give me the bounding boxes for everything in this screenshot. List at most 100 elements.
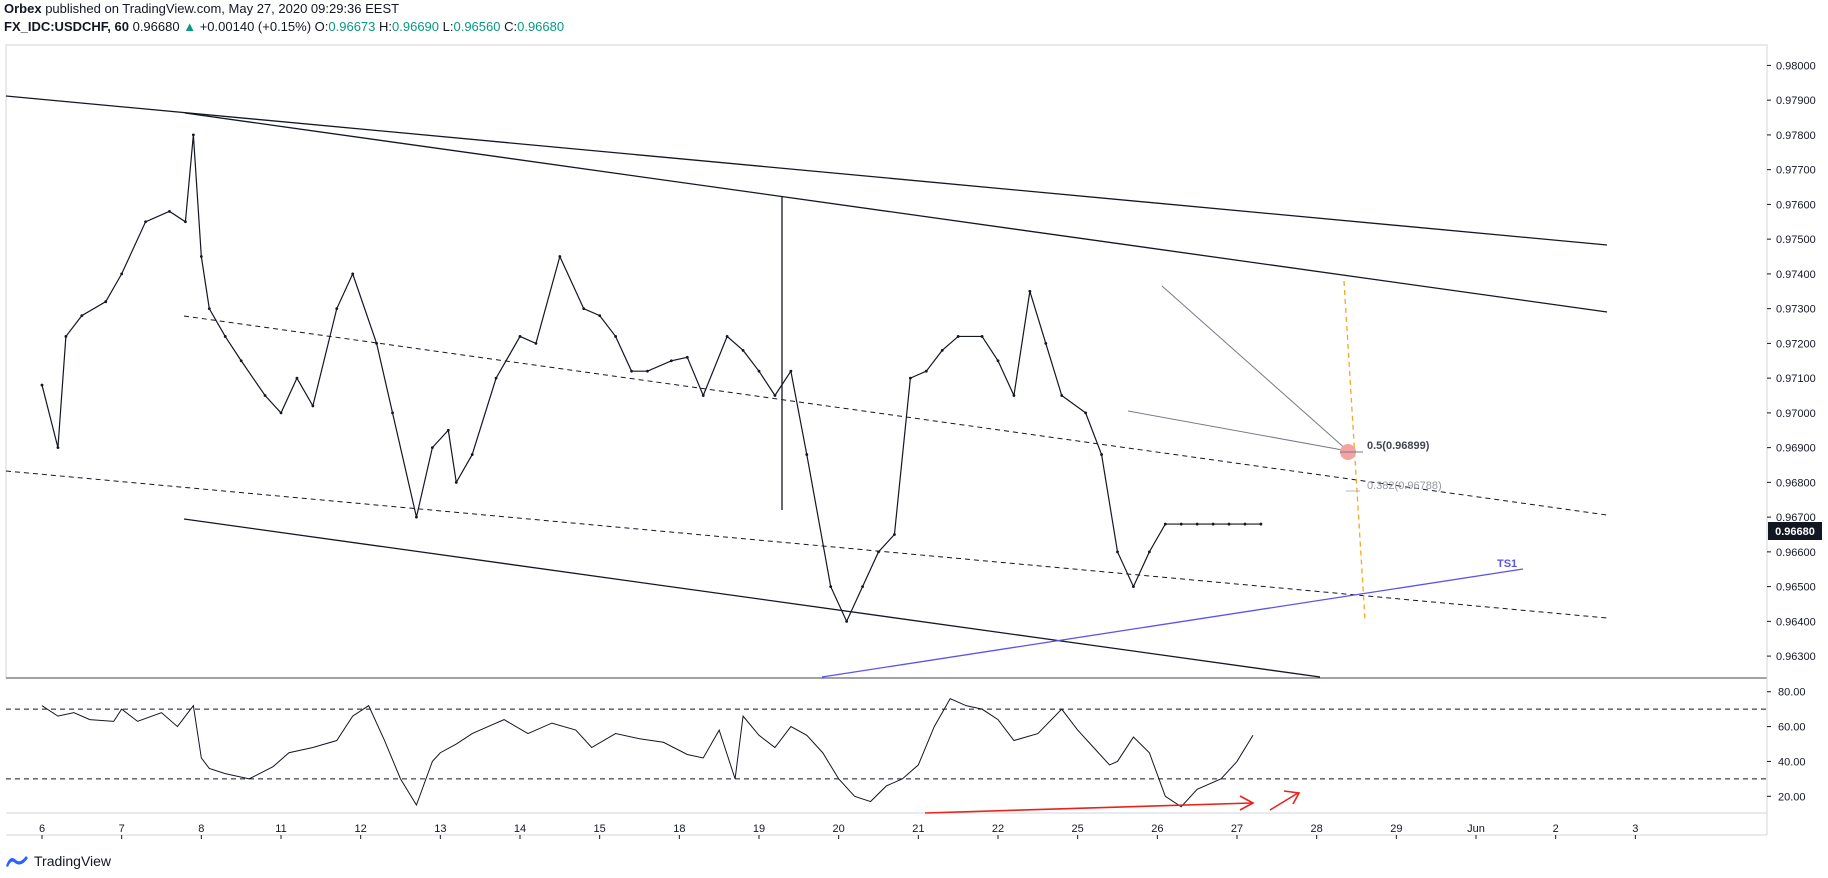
published-text: published on TradingView.com, May 27, 20… [45, 1, 400, 16]
lower-channel-line[interactable] [183, 518, 1321, 678]
price-tick-label: 0.97300 [1776, 304, 1816, 316]
divergence-arrow-small[interactable] [1269, 792, 1299, 811]
price-point [1243, 522, 1247, 526]
high-value: 0.96690 [392, 19, 440, 34]
price-point [1012, 394, 1016, 397]
change-arrow-icon: ▲ [183, 19, 197, 34]
footer: TradingView [4, 850, 111, 872]
price-point [279, 411, 283, 415]
divergence-arrowhead-main [1239, 795, 1255, 811]
price-point [263, 394, 267, 397]
price-point [104, 300, 108, 304]
change-value: +0.00140 (+0.15%) [199, 19, 312, 34]
rsi-series-line [41, 698, 1254, 808]
footer-brand[interactable]: TradingView [34, 853, 112, 869]
time-axis: 6 7 8 11 12 13 14 15 18 19 20 21 22 25 26 27 28 29 Jun 2 3 [39, 823, 1638, 839]
price-point [685, 355, 689, 359]
price-tick-label: 0.96300 [1776, 651, 1816, 663]
price-point [598, 314, 602, 317]
price-point [518, 335, 522, 338]
price-point [494, 376, 498, 380]
price-point [893, 533, 896, 536]
rsi-divergence-arrows [924, 790, 1301, 814]
price-tick-label: 0.96900 [1776, 443, 1816, 455]
time-tick-label: 14 [514, 823, 526, 835]
time-tick-label: 19 [753, 823, 765, 835]
price-point [391, 411, 394, 415]
price-point [757, 369, 761, 373]
price-series-line [41, 134, 1261, 623]
price-point [1060, 394, 1064, 397]
price-tick-label: 0.97500 [1776, 234, 1816, 246]
price-point [199, 255, 203, 258]
upper-trendline-outer[interactable] [5, 95, 1608, 246]
time-tick-label: 28 [1311, 823, 1323, 835]
wedge-bottom[interactable] [1127, 410, 1349, 452]
time-tick-label: 27 [1231, 823, 1243, 835]
price-tick-label: 0.96700 [1776, 512, 1816, 524]
price-point [725, 335, 729, 338]
tradingview-logo-icon [6, 856, 28, 867]
time-tick-label: 8 [198, 823, 204, 835]
lower-dashed-line[interactable] [5, 470, 1608, 619]
price-point [470, 453, 474, 456]
high-label: H: [379, 19, 393, 34]
time-tick-label: 6 [39, 823, 45, 835]
time-tick-label: 7 [119, 823, 125, 835]
price-point [375, 341, 378, 345]
price-point [207, 307, 211, 311]
time-tick-label: 13 [434, 823, 446, 835]
price-point [311, 404, 315, 408]
wedge-top[interactable] [1161, 285, 1349, 452]
price-tick-label: 0.97900 [1776, 95, 1816, 107]
price-point [184, 220, 187, 224]
price-tick-label: 0.96400 [1776, 616, 1816, 628]
price-point [956, 335, 960, 338]
open-label: O: [314, 19, 329, 34]
price-point [56, 446, 60, 450]
close-value: 0.96680 [517, 19, 565, 34]
symbol-label[interactable]: FX_IDC:USDCHF, 60 [4, 19, 129, 34]
price-point [80, 314, 84, 317]
price-point [908, 376, 912, 380]
price-point [1028, 289, 1032, 293]
time-tick-label: 25 [1072, 823, 1084, 835]
author-name[interactable]: Orbex [4, 1, 42, 16]
price-point [805, 453, 809, 456]
publisher-row: Orbex published on TradingView.com, May … [4, 0, 564, 18]
price-point [1147, 550, 1151, 554]
price-point [1100, 453, 1103, 456]
rsi-tick-label: 40.00 [1778, 756, 1806, 768]
price-point [861, 585, 864, 589]
mid-dashed-line[interactable] [183, 315, 1608, 516]
orange-dashed-line[interactable] [1343, 280, 1366, 621]
price-tick-label: 0.97700 [1776, 165, 1816, 177]
price-point [454, 480, 458, 484]
time-tick-label: 2 [1553, 823, 1559, 835]
price-point [669, 359, 673, 363]
price-point [558, 255, 562, 258]
price-point [430, 446, 434, 450]
dashed-channel [5, 315, 1608, 619]
price-tick-label: 0.96800 [1776, 477, 1816, 489]
price-point [1211, 522, 1215, 526]
open-value: 0.96673 [328, 19, 376, 34]
fib-0382-label: 0.382(0.96788) [1367, 480, 1442, 492]
price-tick-label: 0.98000 [1776, 60, 1816, 72]
rsi-axis: 80.00 60.00 40.00 20.00 [1767, 687, 1806, 803]
price-tick-label: 0.96500 [1776, 582, 1816, 594]
price-point [223, 335, 227, 338]
time-tick-label: Jun [1467, 823, 1485, 835]
price-point [295, 376, 299, 380]
price-point [415, 515, 418, 519]
price-point [773, 394, 777, 397]
price-point [1132, 585, 1135, 589]
price-pane-border [5, 44, 1768, 679]
price-point [120, 272, 124, 276]
price-point [351, 272, 355, 276]
price-point [168, 209, 171, 213]
upper-trendline-inner[interactable] [184, 112, 1608, 313]
divergence-arrow-main[interactable] [924, 802, 1253, 814]
price-point [191, 133, 195, 137]
ts1-line[interactable] [821, 568, 1524, 678]
